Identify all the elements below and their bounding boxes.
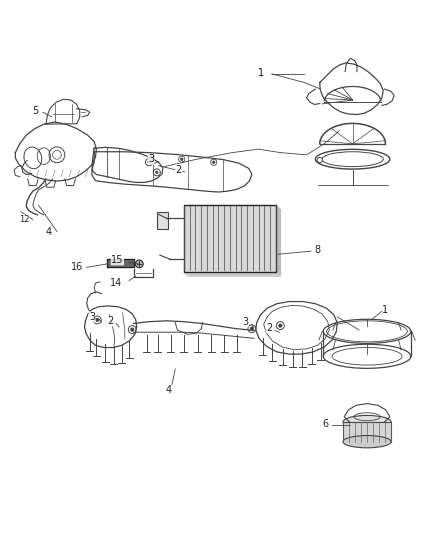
Circle shape: [180, 158, 183, 160]
Ellipse shape: [343, 415, 391, 429]
Text: 8: 8: [314, 245, 321, 255]
Circle shape: [212, 161, 215, 164]
Text: 3: 3: [89, 312, 95, 322]
Bar: [157, 212, 168, 229]
Bar: [184, 205, 276, 272]
Circle shape: [153, 169, 160, 176]
Circle shape: [250, 327, 254, 330]
Circle shape: [179, 156, 185, 162]
Text: 3: 3: [148, 154, 154, 164]
Bar: [343, 422, 391, 442]
Text: 2: 2: [176, 165, 182, 175]
Circle shape: [95, 318, 99, 322]
Circle shape: [131, 328, 134, 332]
Text: 3: 3: [242, 317, 248, 327]
Text: 2: 2: [266, 323, 272, 333]
Circle shape: [211, 159, 217, 165]
Circle shape: [148, 154, 154, 160]
Text: 14: 14: [110, 278, 122, 288]
Text: 12: 12: [19, 215, 29, 224]
Circle shape: [148, 161, 150, 164]
Circle shape: [128, 326, 136, 334]
Circle shape: [155, 171, 158, 174]
Text: 4: 4: [45, 228, 51, 237]
Circle shape: [279, 324, 282, 327]
Ellipse shape: [343, 435, 391, 448]
Text: 16: 16: [71, 262, 83, 272]
Circle shape: [93, 316, 101, 324]
Circle shape: [150, 156, 152, 158]
Text: 5: 5: [32, 106, 38, 116]
Text: 4: 4: [166, 385, 172, 395]
Text: 2: 2: [107, 316, 113, 326]
Polygon shape: [184, 272, 280, 276]
Polygon shape: [107, 260, 134, 266]
Circle shape: [317, 157, 322, 163]
Text: 1: 1: [258, 69, 264, 79]
Text: 1: 1: [382, 305, 389, 316]
Circle shape: [276, 322, 284, 329]
Circle shape: [248, 325, 256, 333]
Polygon shape: [276, 205, 280, 276]
Text: 6: 6: [322, 419, 328, 429]
Text: 1: 1: [258, 68, 264, 78]
Text: 15: 15: [111, 255, 124, 265]
Circle shape: [145, 159, 152, 166]
Circle shape: [135, 260, 143, 268]
